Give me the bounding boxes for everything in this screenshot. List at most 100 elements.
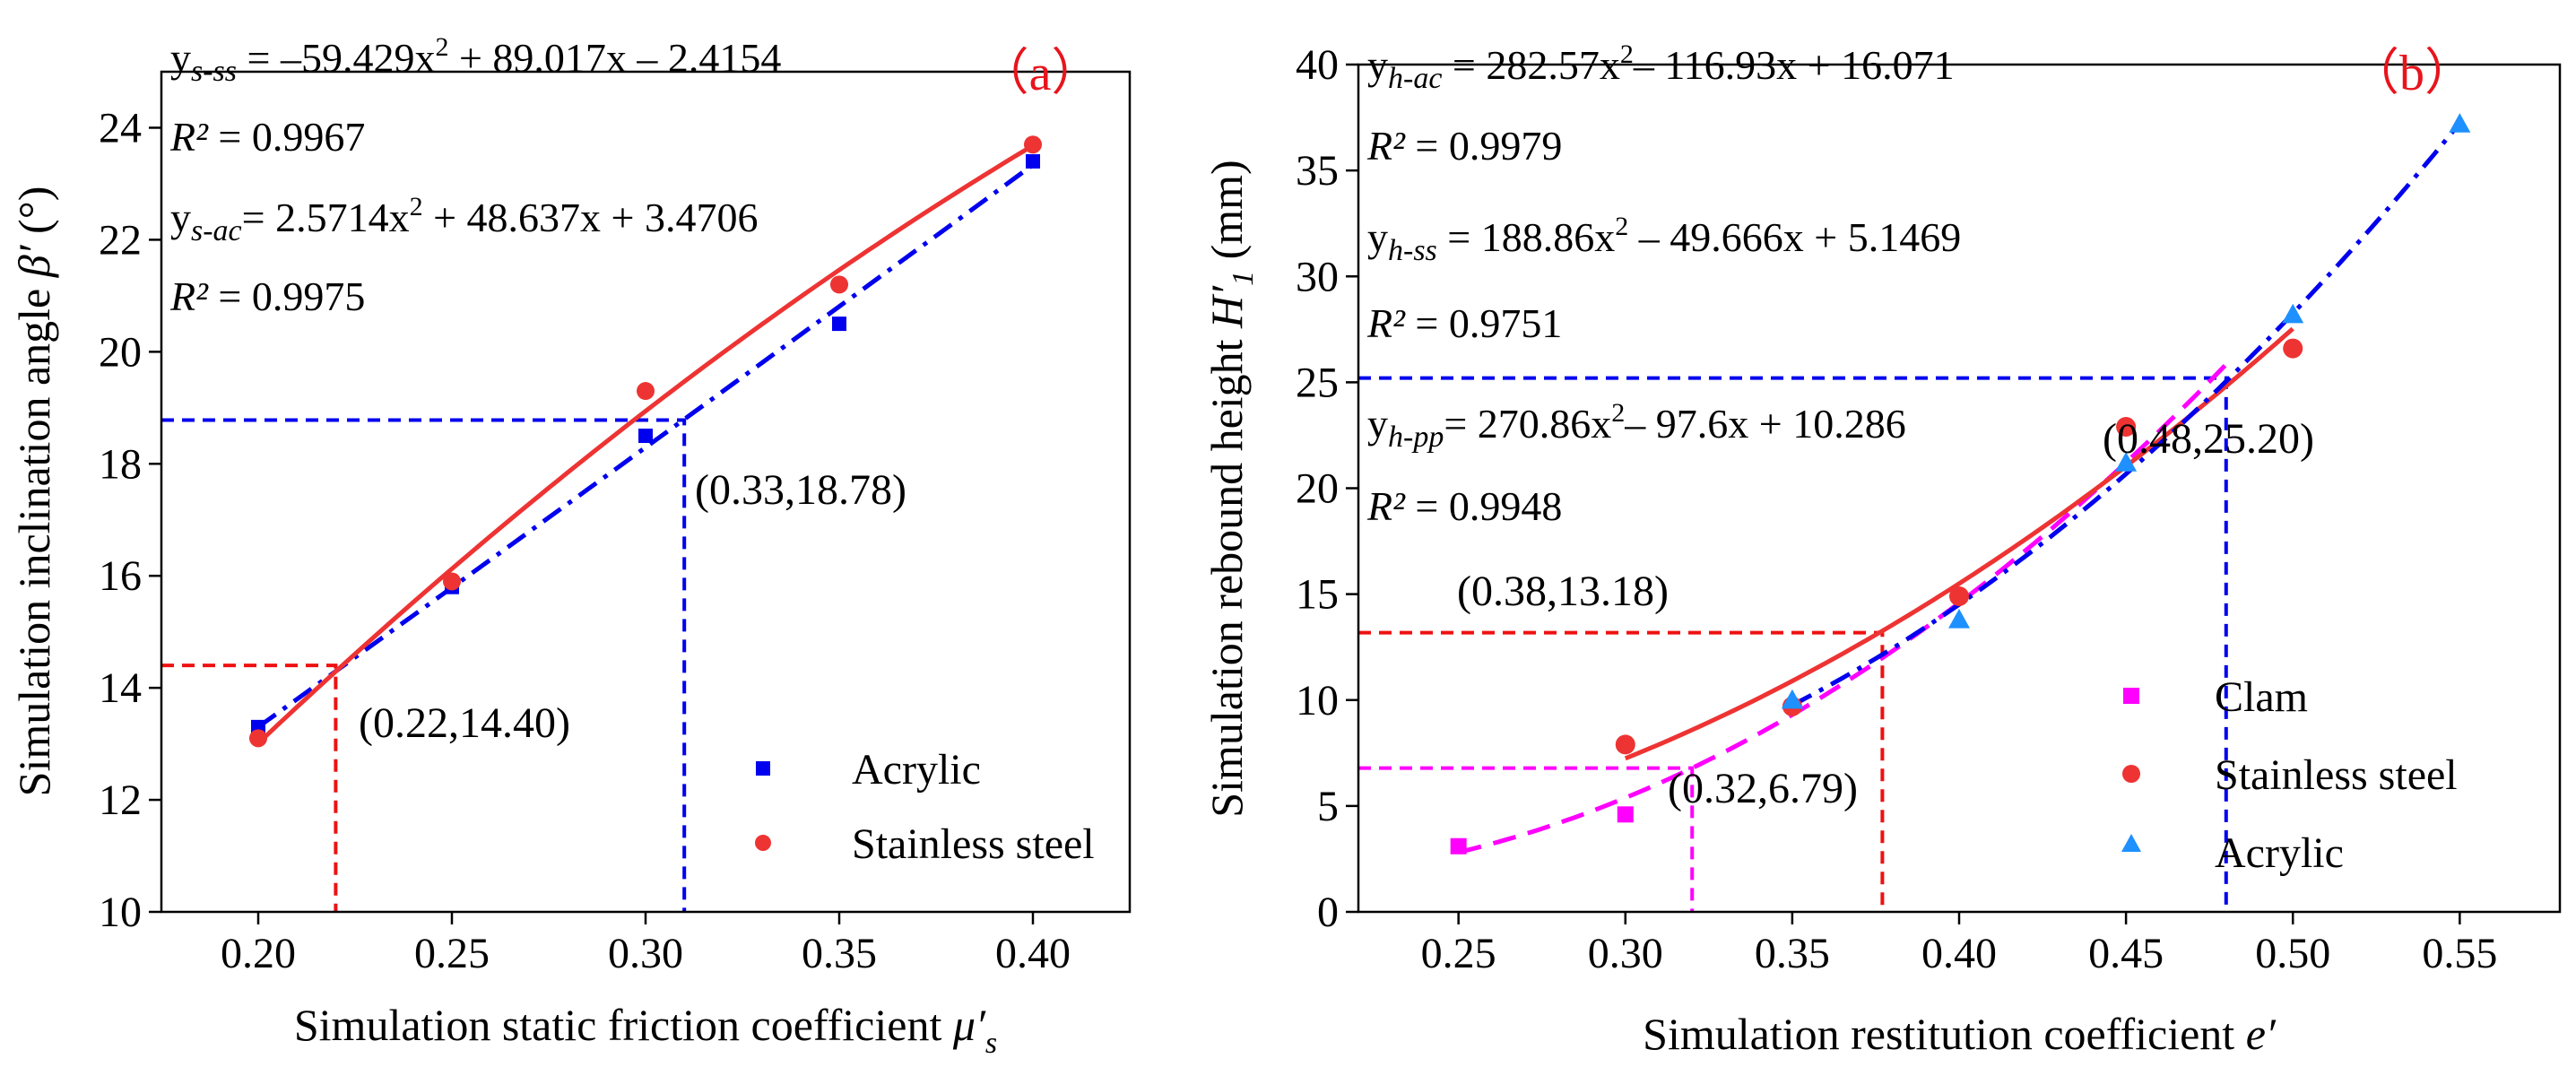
panel-a-x-axis-label: Simulation static friction coefficient μ… <box>294 1000 997 1060</box>
legend-stainless-label: Stainless steel <box>852 820 1095 868</box>
y-tick-label: 15 <box>1296 571 1339 619</box>
point-stainless-steel <box>2283 338 2303 359</box>
panel-b-x-axis-label: Simulation restitution coefficient e′ <box>1643 1009 2277 1059</box>
panel-a-legend: Acrylic Stainless steel <box>755 746 1095 868</box>
guide-line <box>1358 766 1695 912</box>
x-tick-label: 0.25 <box>1421 930 1496 977</box>
panel-a-label: （a） <box>979 46 1102 101</box>
point-stainless-steel <box>830 275 848 294</box>
y-tick-label: 40 <box>1296 41 1339 89</box>
panel-b-annotation-magenta: (0.32,6.79) <box>1668 765 1858 812</box>
y-tick-label: 24 <box>99 104 142 152</box>
x-tick-label: 0.25 <box>414 930 490 977</box>
fit-curve-acrylic <box>256 162 1035 729</box>
x-tick-label: 0.35 <box>802 930 877 977</box>
panel-a-r2-ss: R² = 0.9967 <box>169 114 365 160</box>
point-acrylic <box>638 429 653 444</box>
guide-line <box>161 418 687 912</box>
panel-b-annotation-red: (0.38,13.18) <box>1457 568 1669 615</box>
x-tick-label: 0.35 <box>1755 930 1830 977</box>
panel-b-label: （b） <box>2349 46 2475 101</box>
y-tick-label: 30 <box>1296 253 1339 300</box>
panel-a-y-axis-label: Simulation inclination angle β′ (°) <box>9 187 59 797</box>
x-tick-label: 0.45 <box>2088 930 2164 977</box>
point-stainless-steel <box>443 572 461 591</box>
y-tick-label: 14 <box>99 664 142 712</box>
point-acrylic <box>2115 452 2138 472</box>
fit-curve-stainless-steel <box>256 143 1035 745</box>
panel-b-eq-ss: yh-ss = 188.86x2 – 49.666x + 5.1469 <box>1367 212 1961 267</box>
y-tick-label: 5 <box>1317 783 1339 830</box>
point-stainless-steel <box>1949 586 1969 606</box>
panel-a-y-ticks: 10 12 14 16 18 20 22 24 <box>99 104 161 936</box>
panel-b-guides <box>1358 376 2228 912</box>
panel-a-eq-ac: ys-ac= 2.5714x2 + 48.637x + 3.4706 <box>170 192 759 247</box>
x-tick-label: 0.50 <box>2255 930 2330 977</box>
x-tick-label: 0.55 <box>2422 930 2497 977</box>
panel-a-eq-ss: ys-ss = –59.429x2 + 89.017x – 2.4154 <box>170 32 781 88</box>
panel-b: 0.25 0.30 0.35 0.40 0.45 0.50 0.55 0 5 10 15 20 25 3… <box>1201 39 2562 1059</box>
panel-b-y-axis-label: Simulation rebound height H′1 (mm) <box>1201 160 1260 817</box>
point-acrylic <box>832 317 846 332</box>
panel-b-r2-ac: R² = 0.9979 <box>1366 123 1562 169</box>
y-tick-label: 22 <box>99 216 142 264</box>
panel-b-y-ticks: 0 5 10 15 20 25 30 35 40 <box>1296 41 1358 936</box>
legend-acrylic-label-b: Acrylic <box>2215 829 2344 877</box>
point-stainless-steel <box>1024 135 1042 154</box>
fit-curve-acrylic <box>1791 121 2462 707</box>
x-tick-label: 0.20 <box>221 930 296 977</box>
panel-b-eq-ac: yh-ac = 282.57x2– 116.93x + 16.071 <box>1367 39 1955 95</box>
panel-a-annotation-red: (0.22,14.40) <box>359 699 570 747</box>
panel-a-annotation-blue: (0.33,18.78) <box>695 466 906 514</box>
legend-stainless-label-b: Stainless steel <box>2215 751 2458 799</box>
point-stainless-steel <box>2116 416 2137 437</box>
panel-b-legend: Clam Stainless steel Acrylic <box>2121 673 2458 877</box>
point-clam <box>1617 806 1634 823</box>
point-stainless-steel <box>1615 734 1635 755</box>
legend-clam-label: Clam <box>2215 673 2308 721</box>
panel-b-x-ticks: 0.25 0.30 0.35 0.40 0.45 0.50 0.55 <box>1421 912 2497 977</box>
panel-b-r2-ss: R² = 0.9751 <box>1366 300 1562 346</box>
panel-a-r2-ac: R² = 0.9975 <box>169 273 365 319</box>
y-tick-label: 16 <box>99 552 142 600</box>
y-tick-label: 10 <box>1296 677 1339 724</box>
x-tick-label: 0.40 <box>1921 930 1997 977</box>
panel-a-points <box>249 135 1042 748</box>
point-acrylic <box>2449 113 2471 133</box>
point-acrylic <box>1948 608 1970 629</box>
point-acrylic <box>1026 153 1040 169</box>
panel-a-x-ticks: 0.20 0.25 0.30 0.35 0.40 <box>221 912 1071 977</box>
legend-acrylic-marker <box>756 761 770 776</box>
y-tick-label: 12 <box>99 776 142 824</box>
panel-a-fit-curves <box>256 143 1035 745</box>
panel-b-fit-curves <box>1458 121 2462 854</box>
legend-stainless-marker-b <box>2122 765 2140 783</box>
y-tick-label: 0 <box>1317 889 1339 936</box>
point-acrylic <box>2282 303 2304 324</box>
guide-line <box>1358 376 2228 912</box>
panel-b-annotation-blue: (0.48,25.20) <box>2103 415 2314 463</box>
x-tick-label: 0.30 <box>1588 930 1663 977</box>
fit-curve-stainless-steel <box>1624 326 2294 761</box>
y-tick-label: 20 <box>1296 465 1339 513</box>
panel-b-eq-pp: yh-pp= 270.86x2– 97.6x + 10.286 <box>1367 398 1906 454</box>
legend-acrylic-marker-b <box>2121 834 2141 852</box>
point-clam <box>1450 837 1467 854</box>
panel-b-r2-pp: R² = 0.9948 <box>1366 483 1562 529</box>
panel-a: 0.20 0.25 0.30 0.35 0.40 10 12 14 16 18 20 22 24 Si… <box>9 32 1132 1060</box>
legend-clam-marker <box>2123 688 2139 704</box>
point-stainless-steel <box>249 729 267 748</box>
panel-b-points <box>1450 113 2471 854</box>
x-tick-label: 0.30 <box>608 930 683 977</box>
guide-line <box>161 664 338 912</box>
y-tick-label: 10 <box>99 889 142 936</box>
legend-acrylic-label: Acrylic <box>852 746 981 794</box>
y-tick-label: 18 <box>99 440 142 488</box>
y-tick-label: 20 <box>99 328 142 376</box>
panel-a-guides <box>161 418 687 912</box>
legend-stainless-marker <box>755 835 771 851</box>
y-tick-label: 35 <box>1296 147 1339 195</box>
point-stainless-steel <box>637 382 655 401</box>
x-tick-label: 0.40 <box>995 930 1071 977</box>
